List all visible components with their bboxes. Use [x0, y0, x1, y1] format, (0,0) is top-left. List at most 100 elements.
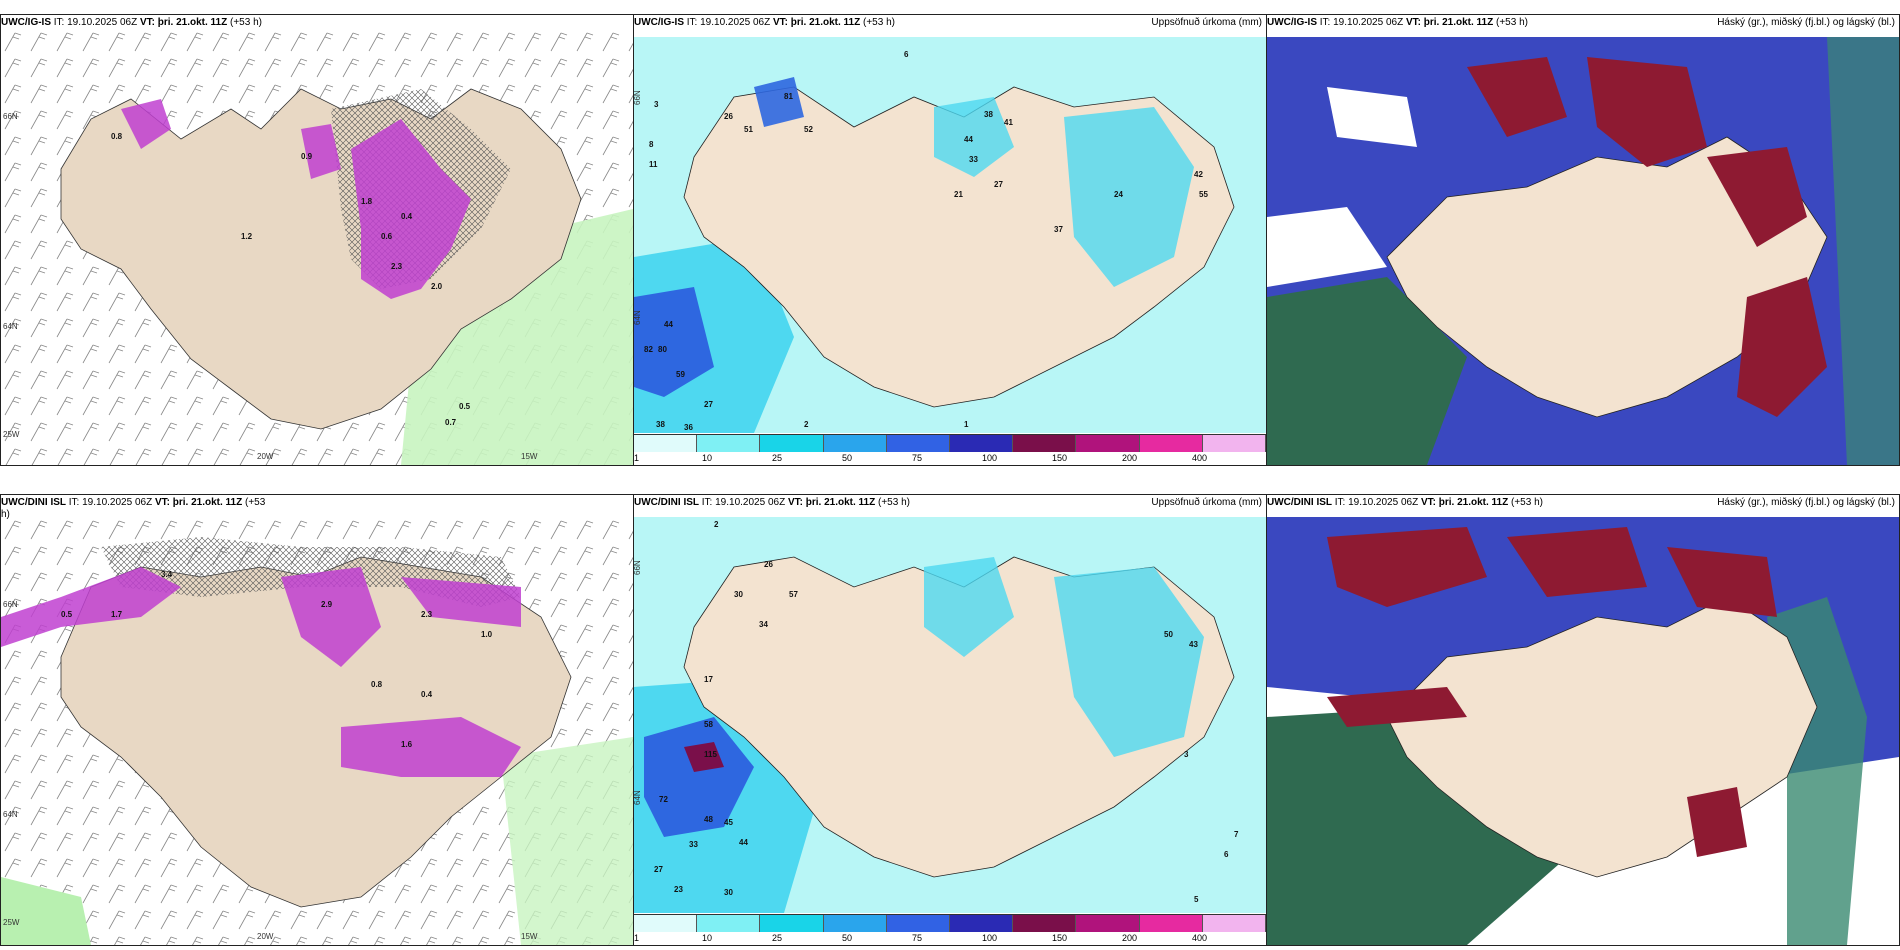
lon-label: 20W	[257, 932, 274, 941]
rain-area	[501, 737, 633, 945]
lon-label: 15W	[521, 452, 538, 461]
value-label: 1.7	[111, 610, 123, 619]
colorbar-labels: 1 10 25 50 75 100 150 200 400	[634, 453, 1266, 465]
panel-bottom-left: UWC/DINI ISL IT: 19.10.2025 06Z VT: þri.…	[0, 494, 634, 946]
low-cloud	[1687, 787, 1747, 857]
value-label: 5	[1194, 895, 1199, 904]
lead-time: (+53 h)	[1511, 497, 1543, 508]
panel-title: UWC/IG-IS IT: 19.10.2025 06Z VT: þri. 21…	[1267, 17, 1899, 29]
valid-label: VT:	[139, 17, 155, 28]
model-name: UWC/DINI ISL	[1267, 497, 1332, 508]
value-label: 52	[804, 125, 813, 134]
precip-heavy	[634, 287, 714, 397]
snow-area	[401, 577, 521, 627]
init-time: IT: 19.10.2025 06Z	[686, 17, 771, 28]
precip-area	[934, 97, 1014, 177]
lat-label: 25W	[3, 918, 20, 927]
low-cloud	[1707, 147, 1807, 247]
value-label: 82	[644, 345, 653, 354]
value-label: 45	[724, 818, 733, 827]
value-label: 44	[739, 838, 748, 847]
init-time: IT: 19.10.2025 06Z	[1334, 497, 1419, 508]
colorbar-segment	[823, 435, 887, 452]
colorbar-segment	[1076, 915, 1140, 932]
colorbar-tick: 150	[1052, 933, 1068, 943]
low-cloud	[1737, 277, 1827, 417]
colorbar-tick: 400	[1192, 933, 1208, 943]
value-label: 21	[954, 190, 963, 199]
lead-time: (+53 h)	[878, 497, 910, 508]
lat-label: 66N	[3, 600, 18, 609]
lat-label: 66N	[634, 90, 642, 105]
lead-time: (+53 h)	[863, 17, 895, 28]
model-name: UWC/IG-IS	[1, 17, 51, 28]
value-label: 44	[964, 135, 973, 144]
colorbar-segment	[760, 915, 824, 932]
map-canvas: 3.4 2.9 2.3 1.7 1.6 0.8 0.5 1.0 0.4 66N …	[1, 517, 633, 945]
value-label: 0.8	[371, 680, 383, 689]
map-precip: 2 26 57 34 30 17 58 115 72 48 45 33 44 2…	[634, 517, 1266, 913]
precip-extreme	[684, 742, 724, 772]
value-label: 34	[759, 620, 768, 629]
rain-area	[1, 877, 91, 945]
snow-area	[341, 717, 521, 777]
colorbar-tick: 25	[772, 453, 783, 463]
colorbar-segment	[886, 435, 951, 452]
product-label: Uppsöfnuð úrkoma (mm)	[1151, 17, 1262, 28]
lat-label: 64N	[634, 790, 642, 805]
panel-top-left: UWC/IG-IS IT: 19.10.2025 06Z VT: þri. 21…	[0, 14, 634, 466]
colorbar-tick: 25	[772, 933, 783, 943]
colorbar-segment	[697, 435, 761, 452]
lat-label: 64N	[634, 310, 642, 325]
value-label: 26	[764, 560, 773, 569]
colorbar-tick: 100	[982, 453, 998, 463]
value-label: 115	[704, 750, 717, 759]
value-label: 2.9	[321, 600, 333, 609]
model-name: UWC/IG-IS	[634, 17, 684, 28]
colorbar-tick: 50	[842, 453, 853, 463]
value-label: 38	[656, 420, 665, 429]
precip-heavy	[644, 717, 754, 837]
value-label: 11	[649, 160, 658, 169]
valid-label: VT:	[1420, 497, 1436, 508]
value-label: 51	[744, 125, 753, 134]
value-label: 0.6	[381, 232, 393, 241]
value-label: 1.2	[241, 232, 253, 241]
colorbar-tick: 75	[912, 933, 923, 943]
value-label: 81	[784, 92, 793, 101]
value-label: 57	[789, 590, 798, 599]
colorbar-tick: 50	[842, 933, 853, 943]
init-time: IT: 19.10.2025 06Z	[68, 497, 153, 508]
colorbar	[634, 914, 1266, 932]
value-label: 0.4	[401, 212, 413, 221]
map-snow-wind: 0.8 0.9 1.8 2.3 2.0 0.6 0.4 0.5 0.7 1.2 …	[1, 29, 633, 465]
colorbar-tick: 1	[634, 453, 640, 463]
valid-label: VT:	[1405, 17, 1421, 28]
colorbar-segment	[886, 915, 951, 932]
product-label: Háský (gr.), miðský (fj.bl.) og lágský (…	[1717, 17, 1895, 28]
value-label: 50	[1164, 630, 1173, 639]
low-cloud	[1507, 527, 1647, 597]
map-canvas	[1267, 37, 1899, 465]
init-time: IT: 19.10.2025 06Z	[53, 17, 138, 28]
value-label: 2	[714, 520, 719, 529]
valid-label: VT:	[772, 17, 788, 28]
precip-heavy	[754, 77, 804, 127]
value-label: 2.3	[421, 610, 433, 619]
value-label: 58	[704, 720, 713, 729]
map-clouds	[1267, 517, 1899, 945]
valid-label: VT:	[154, 497, 170, 508]
value-label: 0.5	[459, 402, 471, 411]
value-label: 0.9	[301, 152, 313, 161]
colorbar-segment	[1013, 915, 1077, 932]
panel-bottom-right: UWC/DINI ISL IT: 19.10.2025 06Z VT: þri.…	[1266, 494, 1900, 946]
lat-label: 64N	[3, 810, 18, 819]
value-label: 30	[724, 888, 733, 897]
model-name: UWC/DINI ISL	[634, 497, 699, 508]
colorbar-segment	[760, 435, 824, 452]
panel-title: UWC/IG-IS IT: 19.10.2025 06Z VT: þri. 21…	[1, 17, 633, 29]
value-label: 80	[658, 345, 667, 354]
value-label: 55	[1199, 190, 1208, 199]
value-label: 8	[649, 140, 654, 149]
colorbar	[634, 434, 1266, 452]
